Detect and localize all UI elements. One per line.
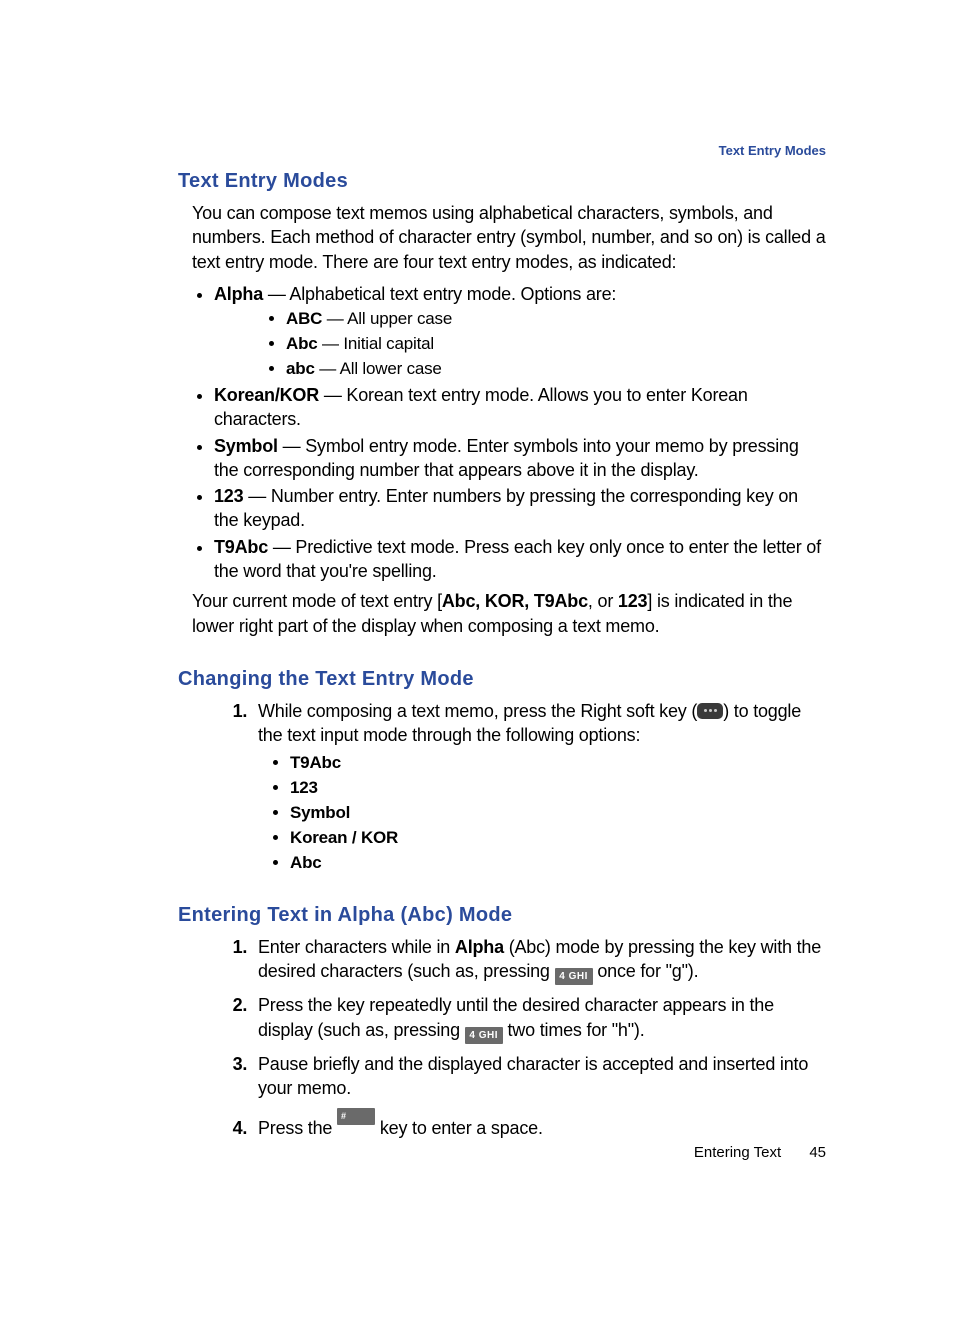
list-item: 123: [290, 777, 826, 799]
text-bold: Abc, KOR, T9Abc: [442, 591, 588, 611]
outro-paragraph: Your current mode of text entry [Abc, KO…: [192, 589, 826, 638]
sub-desc: — All upper case: [322, 309, 452, 328]
sub-desc: — Initial capital: [318, 334, 434, 353]
list-item: Korean / KOR: [290, 827, 826, 849]
mode-label: Symbol: [214, 436, 278, 456]
right-soft-key-icon: [697, 703, 723, 719]
list-item: T9Abc — Predictive text mode. Press each…: [214, 535, 826, 584]
step-item: Press the # SPACE key to enter a space.: [252, 1108, 826, 1140]
text-run: Your current mode of text entry [: [192, 591, 442, 611]
page-number: 45: [809, 1144, 826, 1161]
mode-desc: — Symbol entry mode. Enter symbols into …: [214, 436, 799, 480]
heading-alpha-mode: Entering Text in Alpha (Abc) Mode: [178, 904, 826, 927]
mode-label: Korean/KOR: [214, 385, 319, 405]
page-footer: Entering Text 45: [694, 1144, 826, 1161]
mode-desc: — Predictive text mode. Press each key o…: [214, 537, 821, 581]
mode-desc: — Number entry. Enter numbers by pressin…: [214, 486, 798, 530]
text-run: While composing a text memo, press the R…: [258, 701, 697, 721]
text-run: Enter characters while in: [258, 937, 455, 957]
list-item: Korean/KOR — Korean text entry mode. All…: [214, 383, 826, 432]
list-item: Abc — Initial capital: [286, 333, 826, 356]
step-item: Press the key repeatedly until the desir…: [252, 993, 826, 1043]
changing-mode-steps: While composing a text memo, press the R…: [224, 699, 826, 874]
text-run: key to enter a space.: [375, 1118, 543, 1138]
list-item: Symbol: [290, 802, 826, 824]
list-item: 123 — Number entry. Enter numbers by pre…: [214, 484, 826, 533]
mode-label: Alpha: [214, 284, 263, 304]
list-item: T9Abc: [290, 752, 826, 774]
key-hash-space-icon: # SPACE: [337, 1108, 375, 1125]
list-item: Abc: [290, 852, 826, 874]
key-4ghi-icon: 4 GHI: [465, 1027, 503, 1044]
text-run: once for "g").: [593, 961, 699, 981]
list-item: ABC — All upper case: [286, 308, 826, 331]
key-4ghi-icon: 4 GHI: [555, 968, 593, 985]
text-run: , or: [588, 591, 618, 611]
running-header: Text Entry Modes: [719, 143, 826, 158]
mode-label: 123: [214, 486, 243, 506]
text-bold: 123: [618, 591, 647, 611]
alpha-sublist: ABC — All upper case Abc — Initial capit…: [264, 308, 826, 381]
text-run: two times for "h").: [503, 1020, 645, 1040]
sub-label: abc: [286, 359, 315, 378]
footer-section: Entering Text: [694, 1144, 781, 1161]
intro-paragraph: You can compose text memos using alphabe…: [192, 201, 826, 274]
sub-desc: — All lower case: [315, 359, 442, 378]
step-item: While composing a text memo, press the R…: [252, 699, 826, 874]
text-run: Press the: [258, 1118, 337, 1138]
list-item: Alpha — Alphabetical text entry mode. Op…: [214, 282, 826, 381]
heading-text-entry-modes: Text Entry Modes: [178, 170, 826, 193]
list-item: abc — All lower case: [286, 358, 826, 381]
sub-label: Abc: [286, 334, 318, 353]
heading-changing-mode: Changing the Text Entry Mode: [178, 668, 826, 691]
mode-list: Alpha — Alphabetical text entry mode. Op…: [192, 282, 826, 583]
mode-options-list: T9Abc 123 Symbol Korean / KOR Abc: [268, 752, 826, 874]
list-item: Symbol — Symbol entry mode. Enter symbol…: [214, 434, 826, 483]
alpha-mode-steps: Enter characters while in Alpha (Abc) mo…: [224, 935, 826, 1140]
sub-label: ABC: [286, 309, 322, 328]
mode-label: T9Abc: [214, 537, 268, 557]
step-item: Enter characters while in Alpha (Abc) mo…: [252, 935, 826, 985]
document-page: Text Entry Modes Text Entry Modes You ca…: [0, 0, 954, 1319]
mode-desc: — Alphabetical text entry mode. Options …: [263, 284, 616, 304]
step-item: Pause briefly and the displayed characte…: [252, 1052, 826, 1101]
text-bold: Alpha: [455, 937, 504, 957]
